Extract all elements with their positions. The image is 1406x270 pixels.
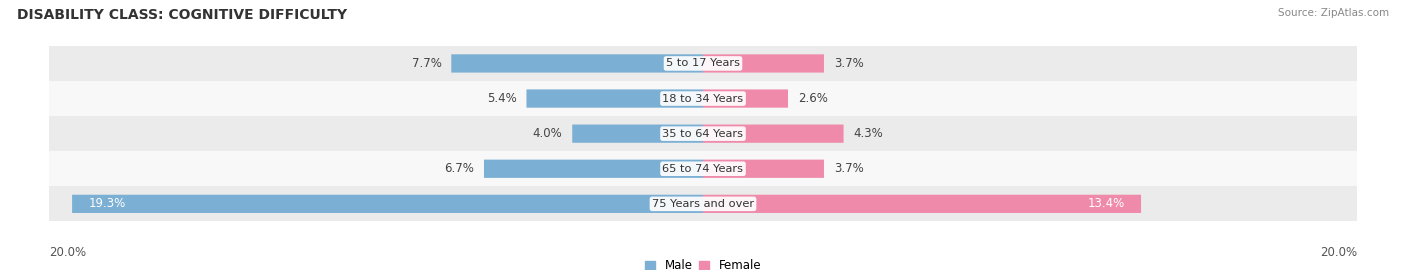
Text: 35 to 64 Years: 35 to 64 Years [662,129,744,139]
FancyBboxPatch shape [703,89,787,108]
Text: 3.7%: 3.7% [834,162,863,175]
Text: 4.0%: 4.0% [533,127,562,140]
Text: 7.7%: 7.7% [412,57,441,70]
Text: 18 to 34 Years: 18 to 34 Years [662,93,744,104]
FancyBboxPatch shape [484,160,703,178]
FancyBboxPatch shape [703,54,824,73]
Text: 3.7%: 3.7% [834,57,863,70]
Text: 20.0%: 20.0% [1320,246,1357,259]
FancyBboxPatch shape [703,160,824,178]
Legend: Male, Female: Male, Female [640,255,766,270]
Text: Source: ZipAtlas.com: Source: ZipAtlas.com [1278,8,1389,18]
Text: 65 to 74 Years: 65 to 74 Years [662,164,744,174]
FancyBboxPatch shape [451,54,703,73]
Text: 19.3%: 19.3% [89,197,125,210]
Text: 20.0%: 20.0% [49,246,86,259]
FancyBboxPatch shape [526,89,703,108]
Bar [49,116,1357,151]
Text: 13.4%: 13.4% [1087,197,1125,210]
Text: 4.3%: 4.3% [853,127,883,140]
FancyBboxPatch shape [703,195,1142,213]
Bar [49,186,1357,221]
Bar [49,81,1357,116]
Text: 5.4%: 5.4% [486,92,516,105]
FancyBboxPatch shape [572,124,703,143]
Text: DISABILITY CLASS: COGNITIVE DIFFICULTY: DISABILITY CLASS: COGNITIVE DIFFICULTY [17,8,347,22]
Bar [49,46,1357,81]
Text: 75 Years and over: 75 Years and over [652,199,754,209]
Text: 2.6%: 2.6% [797,92,828,105]
FancyBboxPatch shape [72,195,703,213]
FancyBboxPatch shape [703,124,844,143]
Bar [49,151,1357,186]
Text: 5 to 17 Years: 5 to 17 Years [666,58,740,69]
Text: 6.7%: 6.7% [444,162,474,175]
